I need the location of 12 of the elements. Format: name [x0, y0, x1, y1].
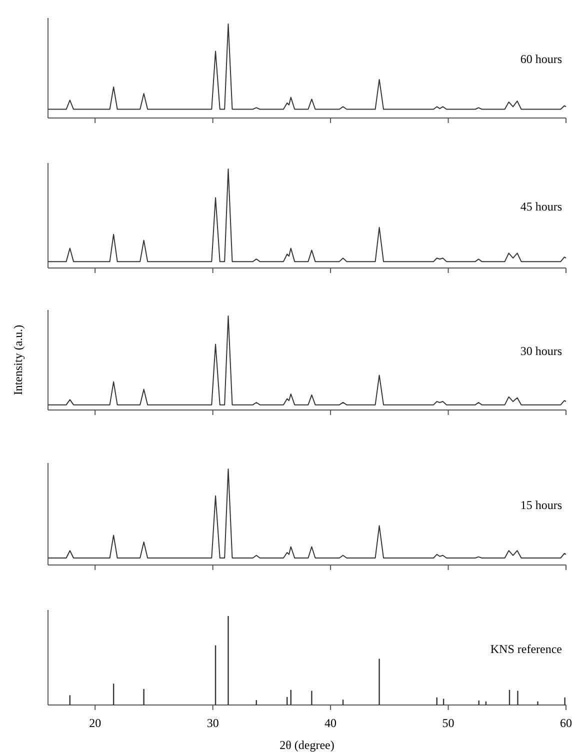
text: KNS reference [490, 642, 562, 656]
x-tick-label: 50 [442, 716, 454, 730]
x-tick-label: 20 [89, 716, 102, 730]
text: 60 hours [520, 52, 562, 66]
x-tick-label: 40 [324, 716, 337, 730]
text: 30 hours [520, 344, 562, 358]
x-tick-label: 30 [206, 716, 219, 730]
x-axis-title: 2θ (degree) [280, 738, 334, 752]
x-tick-label: 60 [560, 716, 572, 730]
text: 15 hours [520, 498, 562, 512]
y-axis-title: Intensity (a.u.) [11, 324, 25, 396]
text: 45 hours [520, 199, 562, 214]
